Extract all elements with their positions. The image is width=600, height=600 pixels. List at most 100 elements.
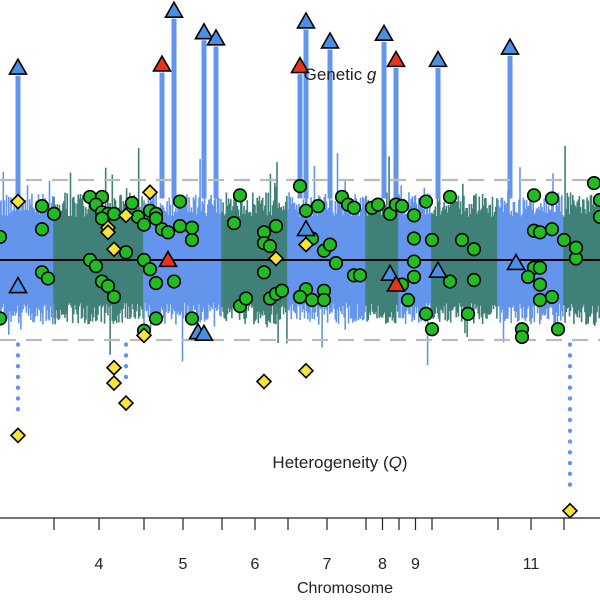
blue-triangle-marker bbox=[206, 28, 226, 46]
snp-circle-marker bbox=[526, 188, 542, 203]
blue-triangle-marker bbox=[194, 323, 214, 342]
blue-triangle-marker bbox=[428, 49, 448, 68]
snp-circle-marker bbox=[226, 215, 242, 231]
x-tick-label: 6 bbox=[251, 556, 260, 573]
lower-panel-title: Heterogeneity (Q) bbox=[272, 453, 407, 472]
snp-circle-marker bbox=[406, 254, 422, 269]
blue-triangle-marker bbox=[428, 260, 448, 278]
blue-triangle-marker bbox=[8, 276, 28, 294]
blue-triangle-marker bbox=[194, 22, 214, 40]
snp-circle-marker bbox=[544, 222, 560, 237]
snp-circle-marker bbox=[172, 219, 188, 234]
snp-circle-marker bbox=[370, 197, 386, 212]
snp-circle-marker bbox=[34, 222, 50, 237]
outlier-dot bbox=[567, 342, 573, 347]
outlier-dot bbox=[15, 374, 21, 380]
yellow-diamond-marker bbox=[9, 427, 27, 444]
snp-circle-marker bbox=[46, 206, 62, 221]
snp-circle-marker bbox=[556, 232, 572, 248]
snp-circle-marker bbox=[568, 240, 584, 255]
snp-circle-marker bbox=[406, 208, 422, 223]
snp-circle-marker bbox=[424, 322, 440, 337]
blue-triangle-marker bbox=[164, 0, 184, 18]
snp-circle-marker bbox=[148, 311, 164, 326]
outlier-dot bbox=[15, 363, 21, 369]
x-tick-label: 4 bbox=[95, 556, 104, 573]
snp-circle-marker bbox=[532, 225, 548, 240]
snp-circle-marker bbox=[0, 229, 8, 245]
red-triangle-marker bbox=[158, 249, 178, 268]
outlier-dot bbox=[15, 342, 21, 347]
snp-circle-marker bbox=[466, 272, 482, 288]
snp-circle-marker bbox=[454, 232, 470, 248]
snp-circle-marker bbox=[460, 306, 476, 321]
snp-circle-marker bbox=[442, 274, 458, 289]
yellow-diamond-marker bbox=[255, 373, 273, 390]
title-part: Heterogeneity ( bbox=[272, 453, 389, 472]
outlier-dot bbox=[123, 353, 129, 358]
snp-circle-marker bbox=[304, 292, 320, 308]
snp-circle-marker bbox=[268, 219, 284, 234]
yellow-diamond-marker bbox=[267, 250, 285, 267]
outlier-dot bbox=[567, 460, 573, 466]
snp-circle-marker bbox=[274, 283, 290, 298]
snp-circle-marker bbox=[352, 268, 368, 283]
snp-circle-marker bbox=[592, 209, 600, 225]
outlier-dot bbox=[567, 450, 573, 455]
x-tick-label: 7 bbox=[323, 556, 332, 573]
peak-spikes bbox=[15, 18, 573, 487]
yellow-diamond-marker bbox=[297, 236, 315, 253]
outlier-dot bbox=[15, 407, 21, 412]
blue-triangle-marker bbox=[374, 23, 394, 42]
blue-triangle-marker bbox=[380, 263, 400, 282]
outlier-dot bbox=[567, 374, 573, 380]
snp-circle-marker bbox=[148, 211, 164, 226]
snp-circle-marker bbox=[292, 289, 308, 305]
yellow-diamond-marker bbox=[99, 224, 117, 241]
snp-circle-marker bbox=[586, 175, 600, 191]
outlier-dot bbox=[567, 363, 573, 369]
title-part: ) bbox=[402, 453, 408, 472]
blue-triangle-marker bbox=[8, 57, 28, 75]
snp-circle-marker bbox=[544, 191, 560, 206]
blue-triangle-marker bbox=[320, 31, 340, 49]
snp-circle-marker bbox=[418, 194, 434, 209]
title-italic-part: Q bbox=[389, 453, 402, 472]
snp-circle-marker bbox=[394, 199, 410, 214]
snp-circle-marker bbox=[0, 311, 8, 326]
yellow-diamond-marker bbox=[105, 241, 123, 258]
snp-circle-marker bbox=[514, 329, 530, 345]
snp-circle-marker bbox=[520, 269, 536, 285]
outlier-dot bbox=[15, 353, 21, 358]
snp-circle-marker bbox=[160, 225, 176, 240]
snp-circle-marker bbox=[40, 271, 56, 286]
snp-circle-marker bbox=[298, 203, 314, 218]
snp-circle-marker bbox=[532, 277, 548, 292]
title-italic-part: g bbox=[367, 65, 377, 84]
snp-circle-marker bbox=[232, 188, 248, 203]
snp-circle-marker bbox=[592, 192, 600, 208]
snp-circle-marker bbox=[166, 274, 182, 289]
outlier-dot bbox=[15, 385, 21, 390]
yellow-diamond-marker bbox=[141, 184, 159, 201]
yellow-diamond-marker bbox=[117, 207, 135, 224]
outlier-dot bbox=[567, 428, 573, 433]
snp-circle-marker bbox=[292, 179, 308, 194]
outlier-dot bbox=[123, 374, 129, 380]
x-tick-label: 8 bbox=[378, 556, 387, 573]
red-triangle-marker bbox=[290, 56, 310, 74]
markers-layer bbox=[0, 0, 600, 519]
blue-triangle-marker bbox=[296, 219, 316, 237]
snp-circle-marker bbox=[346, 200, 362, 215]
snp-circle-marker bbox=[406, 269, 422, 285]
snp-circle-marker bbox=[328, 255, 344, 271]
blue-triangle-marker bbox=[296, 11, 316, 29]
band-strokes bbox=[0, 171, 55, 335]
snp-circle-marker bbox=[238, 291, 254, 306]
snp-circle-marker bbox=[142, 262, 158, 277]
snp-circle-marker bbox=[34, 199, 50, 214]
snp-circle-marker bbox=[118, 245, 134, 260]
outlier-dot bbox=[567, 482, 573, 487]
snp-circle-marker bbox=[100, 279, 116, 294]
snp-circle-marker bbox=[136, 217, 152, 232]
